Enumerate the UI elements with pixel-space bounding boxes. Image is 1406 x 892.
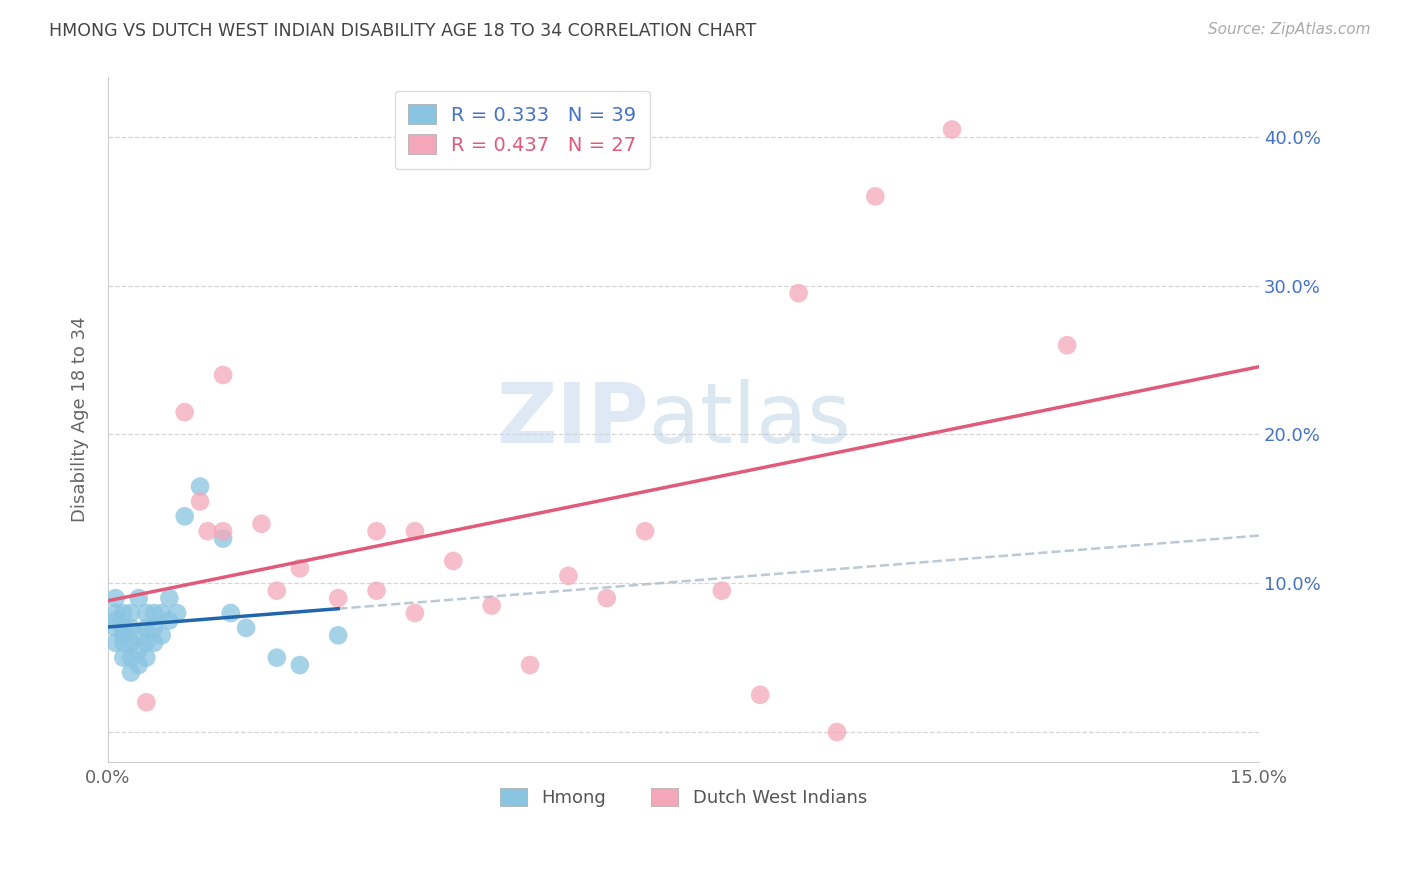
Point — [235, 621, 257, 635]
Point — [481, 599, 503, 613]
Text: HMONG VS DUTCH WEST INDIAN DISABILITY AGE 18 TO 34 CORRELATION CHART: HMONG VS DUTCH WEST INDIAN DISABILITY AG… — [49, 22, 756, 40]
Point — [112, 621, 135, 635]
Point — [173, 509, 195, 524]
Point — [596, 591, 619, 606]
Point — [825, 725, 848, 739]
Point — [749, 688, 772, 702]
Point — [188, 479, 211, 493]
Point — [104, 591, 127, 606]
Point — [128, 643, 150, 657]
Point — [135, 606, 157, 620]
Point — [157, 614, 180, 628]
Point — [143, 606, 166, 620]
Point — [710, 583, 733, 598]
Point — [250, 516, 273, 531]
Point — [120, 621, 142, 635]
Point — [212, 532, 235, 546]
Point — [143, 636, 166, 650]
Point — [135, 636, 157, 650]
Point — [328, 628, 350, 642]
Point — [1056, 338, 1078, 352]
Point — [128, 658, 150, 673]
Text: Source: ZipAtlas.com: Source: ZipAtlas.com — [1208, 22, 1371, 37]
Point — [104, 614, 127, 628]
Point — [219, 606, 242, 620]
Y-axis label: Disability Age 18 to 34: Disability Age 18 to 34 — [72, 317, 89, 523]
Point — [212, 524, 235, 538]
Text: atlas: atlas — [650, 379, 851, 460]
Point — [112, 636, 135, 650]
Point — [787, 286, 810, 301]
Point — [173, 405, 195, 419]
Point — [366, 524, 388, 538]
Point — [120, 636, 142, 650]
Point — [150, 606, 173, 620]
Point — [519, 658, 541, 673]
Point — [266, 583, 288, 598]
Point — [150, 628, 173, 642]
Point — [128, 628, 150, 642]
Point — [128, 591, 150, 606]
Point — [188, 494, 211, 508]
Point — [120, 606, 142, 620]
Point — [366, 583, 388, 598]
Point — [120, 665, 142, 680]
Point — [157, 591, 180, 606]
Point — [865, 189, 887, 203]
Point — [404, 524, 426, 538]
Point — [941, 122, 963, 136]
Point — [288, 561, 311, 575]
Point — [104, 636, 127, 650]
Point — [404, 606, 426, 620]
Point — [143, 621, 166, 635]
Point — [328, 591, 350, 606]
Text: ZIP: ZIP — [496, 379, 650, 460]
Point — [104, 621, 127, 635]
Point — [288, 658, 311, 673]
Point — [135, 650, 157, 665]
Point — [441, 554, 464, 568]
Point — [266, 650, 288, 665]
Point — [135, 621, 157, 635]
Point — [112, 628, 135, 642]
Point — [212, 368, 235, 382]
Point — [557, 569, 579, 583]
Point — [135, 695, 157, 709]
Point — [197, 524, 219, 538]
Point — [104, 606, 127, 620]
Point — [166, 606, 188, 620]
Point — [112, 606, 135, 620]
Point — [112, 650, 135, 665]
Legend: Hmong, Dutch West Indians: Hmong, Dutch West Indians — [492, 780, 875, 814]
Point — [120, 650, 142, 665]
Point — [634, 524, 657, 538]
